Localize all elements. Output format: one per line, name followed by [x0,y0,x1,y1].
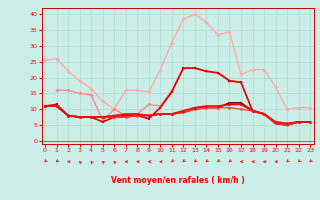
Text: Vent moyen/en rafales ( km/h ): Vent moyen/en rafales ( km/h ) [111,176,244,185]
